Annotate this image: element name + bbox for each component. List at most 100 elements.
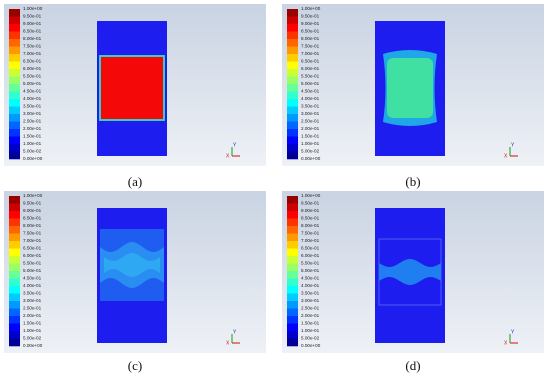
- colorbar-cell: [9, 24, 20, 32]
- colorbar-label: 1.00e-01: [301, 141, 320, 146]
- colorbar-label: 3.00e-01: [301, 298, 320, 303]
- colorbar-cell: [9, 99, 20, 107]
- colorbar-label: 2.50e-01: [23, 119, 42, 124]
- colorbar-label: 9.00e-01: [23, 21, 42, 26]
- colorbar-cell: [287, 293, 298, 302]
- colorbar-cell: [287, 24, 298, 32]
- colorbar-cell: [287, 301, 298, 309]
- colorbar-label: 4.50e-01: [23, 276, 42, 281]
- colorbar-label: 0.00e+00: [301, 156, 321, 161]
- field-wave-core: [104, 253, 160, 277]
- colorbar-label: 6.50e-01: [301, 59, 320, 64]
- colorbar-cell: [287, 129, 298, 137]
- colorbar-cell: [287, 84, 298, 92]
- colorbar-label: 3.00e-01: [23, 111, 42, 116]
- colorbar-cell: [9, 76, 20, 85]
- colorbar-cell: [9, 54, 20, 62]
- colorbar-label: 6.00e-01: [23, 253, 42, 258]
- colorbar-cell: [9, 256, 20, 264]
- axis-x-label: X: [226, 340, 230, 346]
- axis-y-label: Y: [233, 329, 237, 335]
- colorbar-label: 7.50e-01: [301, 44, 320, 49]
- panel-caption: (b): [405, 174, 420, 189]
- colorbar-label: 2.00e-01: [23, 313, 42, 318]
- colorbar-cell: [287, 316, 298, 324]
- colorbar-label: 9.00e-01: [301, 21, 320, 26]
- field-wave: [379, 259, 441, 285]
- colorbar-cell: [287, 69, 298, 77]
- colorbar-cell: [287, 114, 298, 122]
- colorbar-cell: [9, 196, 20, 204]
- colorbar-label: 8.00e-01: [301, 36, 320, 41]
- colorbar-cell: [9, 84, 20, 92]
- colorbar-label: 6.50e-01: [23, 246, 42, 251]
- colorbar-label: 8.50e-01: [301, 29, 320, 34]
- colorbar-cell: [287, 218, 298, 227]
- colorbar-label: 5.50e-01: [23, 74, 42, 79]
- colorbar-cell: [9, 338, 20, 347]
- colorbar-cell: [9, 106, 20, 115]
- colorbar-label: 6.00e-01: [301, 253, 320, 258]
- colorbar-cell: [9, 286, 20, 294]
- colorbar-cell: [287, 278, 298, 287]
- colorbar-label: 6.00e-01: [301, 66, 320, 71]
- colorbar-label: 9.50e-01: [23, 14, 42, 19]
- colorbar-cell: [9, 218, 20, 227]
- colorbar-label: 5.50e-01: [301, 74, 320, 79]
- axis-x-label: X: [504, 340, 508, 346]
- colorbar-cell: [9, 46, 20, 55]
- colorbar-cell: [287, 136, 298, 145]
- colorbar-cell: [9, 16, 20, 25]
- colorbar-label: 5.00e-02: [301, 336, 320, 341]
- colorbar-label: 3.50e-01: [301, 104, 320, 109]
- panel-caption: (d): [405, 358, 420, 373]
- field-core: [387, 58, 433, 118]
- colorbar-label: 8.00e-01: [23, 36, 42, 41]
- colorbar-cell: [287, 106, 298, 115]
- colorbar-label: 1.50e-01: [301, 134, 320, 139]
- colorbar-label: 9.00e-01: [23, 208, 42, 213]
- colorbar-label: 3.50e-01: [23, 291, 42, 296]
- axis-y-label: Y: [511, 329, 515, 335]
- colorbar-label: 8.00e-01: [23, 223, 42, 228]
- colorbar-cell: [9, 233, 20, 242]
- colorbar-label: 4.00e-01: [301, 96, 320, 101]
- panel: 1.00e+00 9.50e-01 9.00e-01 8.50e-01 8.00e-01…: [4, 4, 266, 166]
- axis-y-label: Y: [233, 142, 237, 148]
- colorbar-cell: [9, 9, 20, 17]
- colorbar-cell: [9, 271, 20, 279]
- axis-x-label: X: [226, 153, 230, 159]
- colorbar-label: 7.00e-01: [23, 51, 42, 56]
- colorbar-label: 1.00e+00: [301, 193, 321, 198]
- colorbar-cell: [9, 31, 20, 40]
- colorbar-cell: [287, 211, 298, 219]
- colorbar-cell: [9, 248, 20, 257]
- colorbar-cell: [9, 211, 20, 219]
- colorbar-cell: [287, 263, 298, 272]
- colorbar-label: 9.00e-01: [301, 208, 320, 213]
- colorbar-cell: [9, 39, 20, 47]
- colorbar-label: 4.00e-01: [301, 283, 320, 288]
- colorbar-label: 1.50e-01: [23, 321, 42, 326]
- colorbar-cell: [9, 278, 20, 287]
- colorbar-label: 1.00e+00: [23, 6, 43, 11]
- colorbar-cell: [9, 316, 20, 324]
- colorbar-label: 5.00e-02: [301, 149, 320, 154]
- colorbar-cell: [287, 233, 298, 242]
- colorbar-label: 2.00e-01: [301, 126, 320, 131]
- colorbar-label: 9.50e-01: [301, 14, 320, 19]
- colorbar-cell: [9, 308, 20, 317]
- colorbar-label: 0.00e+00: [301, 343, 321, 348]
- colorbar-cell: [287, 61, 298, 70]
- colorbar-label: 2.00e-01: [301, 313, 320, 318]
- colorbar-label: 2.50e-01: [301, 119, 320, 124]
- colorbar-label: 3.50e-01: [301, 291, 320, 296]
- colorbar-label: 3.00e-01: [301, 111, 320, 116]
- colorbar-cell: [287, 196, 298, 204]
- colorbar-cell: [9, 203, 20, 212]
- colorbar-label: 4.50e-01: [23, 89, 42, 94]
- colorbar-cell: [287, 54, 298, 62]
- colorbar-label: 8.00e-01: [301, 223, 320, 228]
- colorbar-cell: [287, 91, 298, 100]
